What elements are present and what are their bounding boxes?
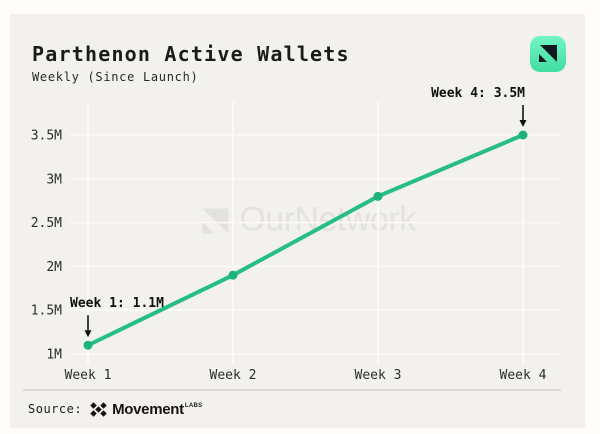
data-point	[83, 340, 93, 350]
ournetwork-logo-icon	[539, 45, 557, 62]
x-tick-label: Week 1	[65, 368, 112, 383]
chart-card: OurNetwork 1M 1.5M 2M 2.5M 3M 3.5M Week 1 Week …	[10, 14, 585, 428]
ournetwork-watermark-icon	[202, 208, 229, 233]
y-tick-label: 2.5M	[31, 216, 62, 231]
watermark: OurNetwork	[200, 200, 416, 240]
chart-title: Parthenon Active Wallets	[32, 42, 350, 66]
x-tick-label: Week 2	[210, 368, 257, 383]
data-line	[86, 133, 525, 348]
movement-logo-icon	[90, 401, 107, 417]
source-label: Source:	[28, 402, 83, 416]
annotation-arrowhead	[519, 120, 527, 127]
y-tick-label: 1.5M	[31, 304, 62, 319]
y-tick-label: 3.5M	[31, 129, 62, 144]
footer-divider	[23, 389, 561, 391]
data-point	[518, 130, 528, 140]
source-name: Movement	[112, 400, 184, 418]
annotation-label: Week 4: 3.5M	[431, 86, 525, 101]
x-tick-label: Week 4	[500, 368, 547, 383]
watermark-text: OurNetwork	[239, 200, 416, 239]
line-chart: 1M 1.5M 2M 2.5M 3M 3.5M Week 1 Week 2 Week 3 Week…	[31, 86, 561, 383]
annotation-label: Week 1: 1.1M	[70, 296, 164, 311]
x-tick-label: Week 3	[355, 368, 402, 383]
source-suffix: LABS	[184, 403, 203, 409]
y-tick-label: 2M	[46, 260, 62, 275]
y-tick-label: 3M	[46, 172, 62, 187]
chart-subtitle: Weekly (Since Launch)	[32, 70, 199, 84]
data-point	[373, 191, 383, 201]
annotation-arrowhead	[84, 330, 92, 338]
data-point	[228, 270, 238, 280]
ournetwork-badge	[530, 36, 566, 72]
source-row: Source: Movement LABS	[28, 398, 202, 420]
y-tick-label: 1M	[46, 348, 62, 363]
